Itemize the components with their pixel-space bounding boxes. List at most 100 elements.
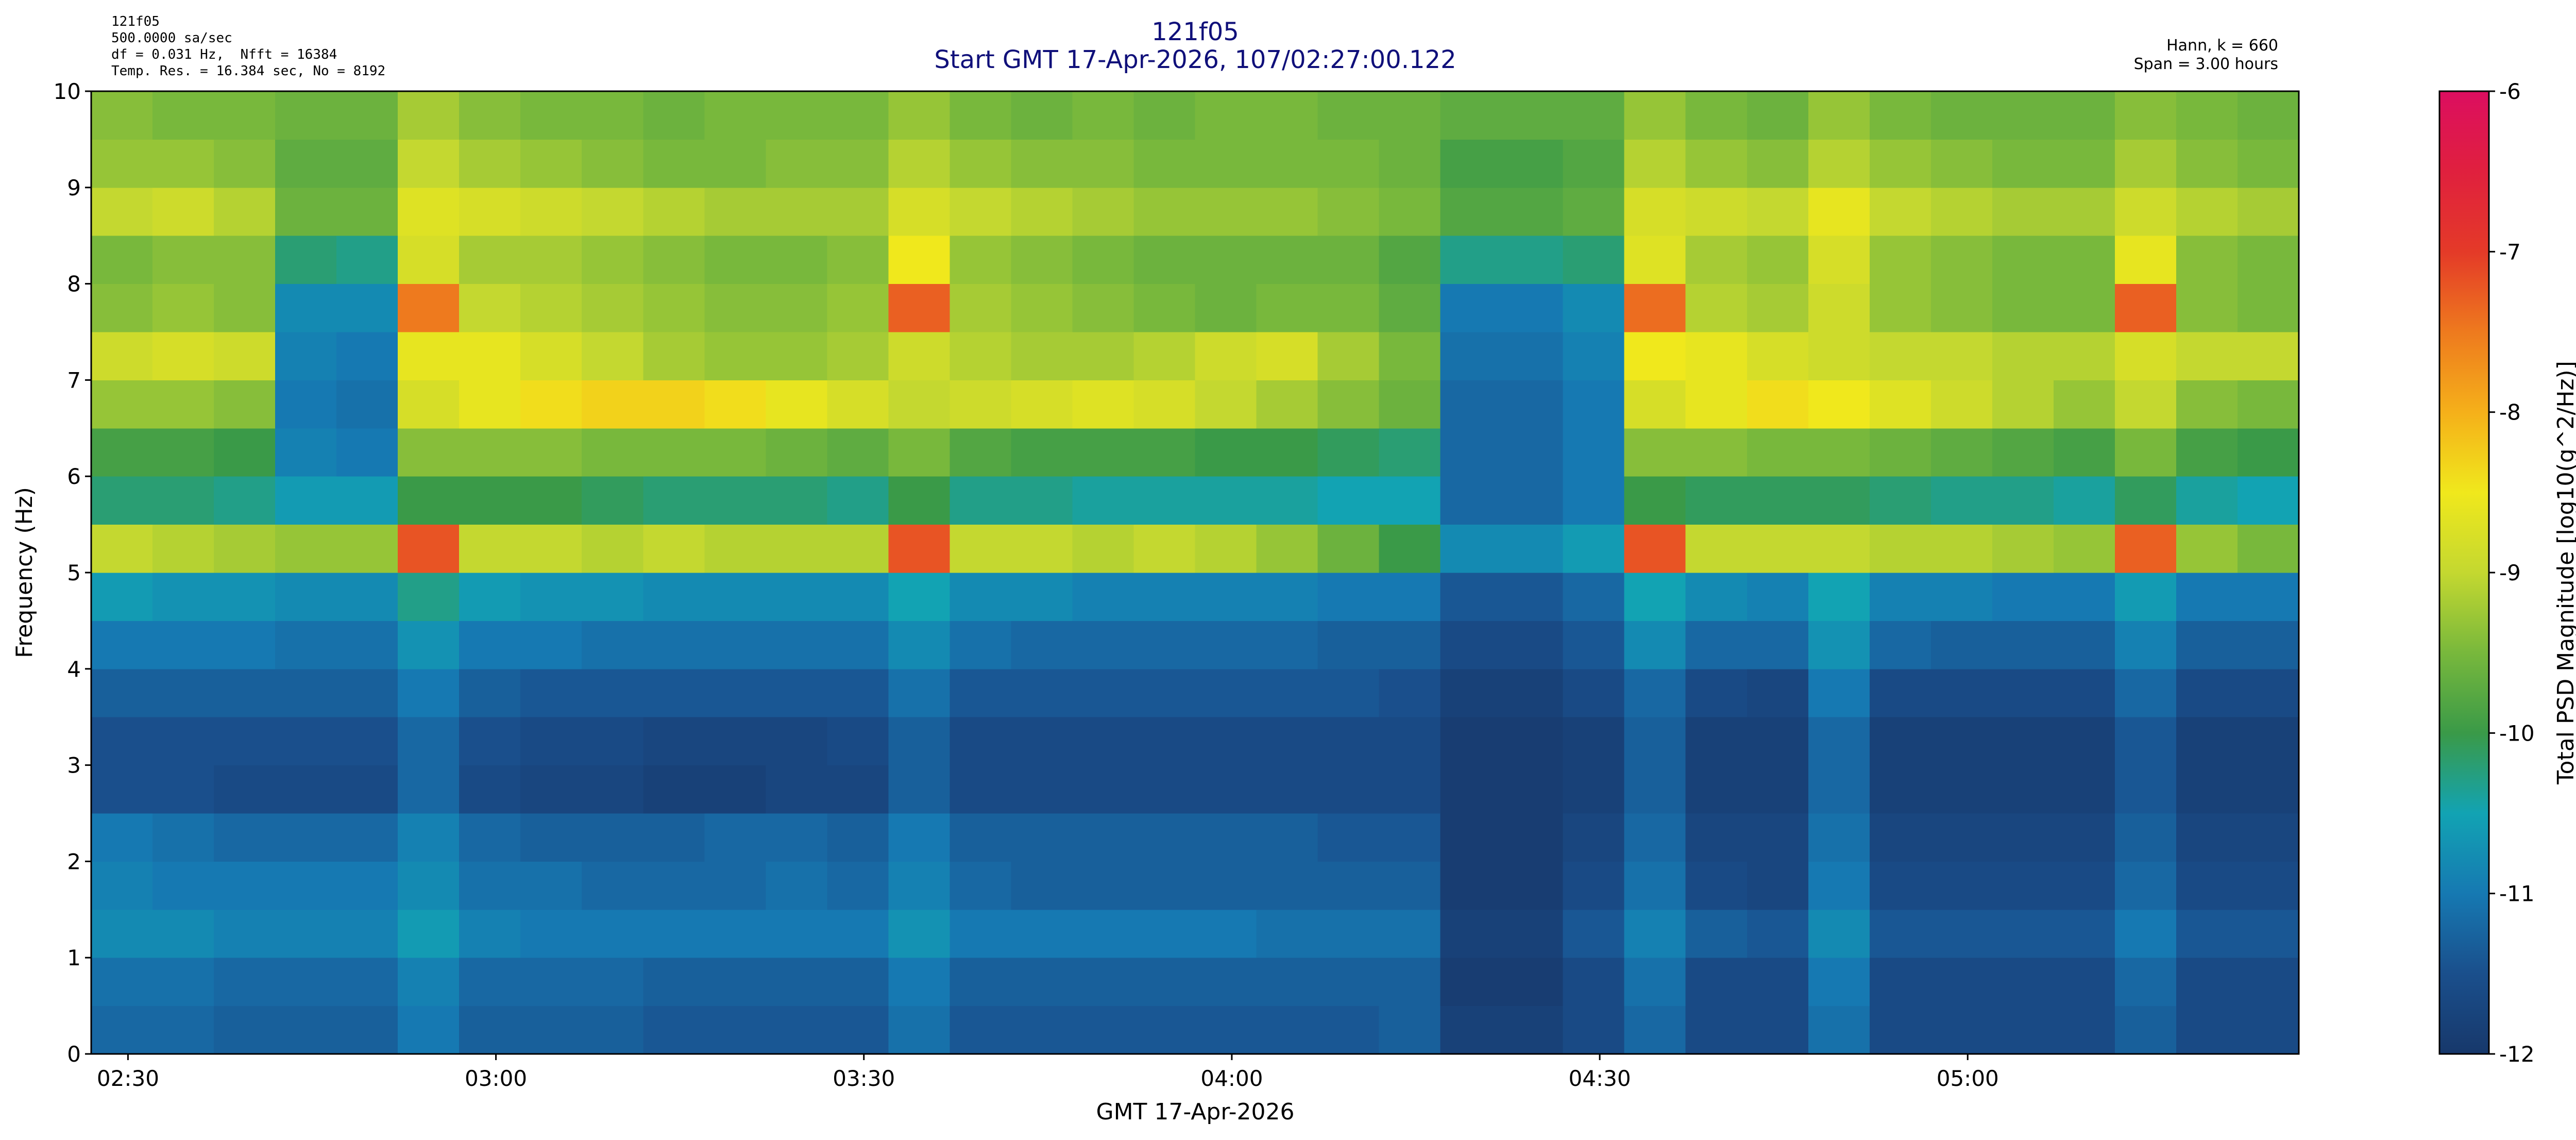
heatmap-cell xyxy=(1011,428,1073,477)
heatmap-cell xyxy=(1563,476,1625,525)
heatmap-cell xyxy=(1869,573,1931,621)
heatmap-cell xyxy=(398,476,460,525)
heatmap-cell xyxy=(1256,332,1318,380)
colorbar-tick-label: -11 xyxy=(2499,881,2535,907)
heatmap-cell xyxy=(1195,283,1257,332)
heatmap-cell xyxy=(766,428,827,477)
heatmap-cell xyxy=(1685,187,1748,236)
heatmap-cell xyxy=(1501,139,1564,188)
heatmap-cell xyxy=(336,573,398,621)
heatmap-cell xyxy=(1563,428,1625,477)
heatmap-cell xyxy=(582,861,643,910)
heatmap-cell xyxy=(2114,861,2177,910)
heatmap-cell xyxy=(275,861,337,910)
heatmap-cell xyxy=(704,765,766,814)
heatmap-cell xyxy=(1869,428,1931,477)
heatmap-cell xyxy=(1195,428,1257,477)
heatmap-cell xyxy=(766,380,827,429)
heatmap-cell xyxy=(827,332,889,380)
heatmap-cell xyxy=(1133,668,1195,717)
heatmap-cell xyxy=(1072,476,1134,525)
heatmap-cell xyxy=(1501,428,1564,477)
heatmap-cell xyxy=(1011,236,1073,284)
heatmap-cell xyxy=(1808,1005,1870,1054)
heatmap-cell xyxy=(1072,621,1134,669)
heatmap-cell xyxy=(214,958,276,1007)
heatmap-cell xyxy=(1685,428,1748,477)
heatmap-cell xyxy=(2114,717,2177,766)
heatmap-cell xyxy=(398,861,460,910)
heatmap-cell xyxy=(888,621,950,669)
heatmap-cell xyxy=(1133,861,1195,910)
heatmap-cell xyxy=(336,813,398,862)
heatmap-cell xyxy=(1195,909,1257,958)
heatmap-cell xyxy=(888,573,950,621)
heatmap-cell xyxy=(459,476,521,525)
heatmap-cell xyxy=(1440,621,1502,669)
heatmap-cell xyxy=(1379,236,1441,284)
heatmap-cell xyxy=(2114,380,2177,429)
heatmap-cell xyxy=(275,1005,337,1054)
heatmap-cell xyxy=(1501,524,1564,573)
heatmap-cell xyxy=(582,236,643,284)
heatmap-cell xyxy=(643,236,705,284)
heatmap-cell xyxy=(152,236,214,284)
heatmap-cell xyxy=(2176,1005,2238,1054)
heatmap-cell xyxy=(766,236,827,284)
heatmap-cell xyxy=(643,91,705,140)
heatmap-cell xyxy=(1747,621,1809,669)
heatmap-cell xyxy=(1563,573,1625,621)
heatmap-cell xyxy=(336,332,398,380)
heatmap-cell xyxy=(1133,139,1195,188)
heatmap-cell xyxy=(950,428,1011,477)
heatmap-cell xyxy=(1379,91,1441,140)
heatmap-cell xyxy=(1869,958,1931,1007)
heatmap-cell xyxy=(766,139,827,188)
heatmap-cell xyxy=(1808,573,1870,621)
heatmap-cell xyxy=(520,283,582,332)
heatmap-cell xyxy=(1440,1005,1502,1054)
heatmap-cell xyxy=(1011,668,1073,717)
heatmap-cell xyxy=(582,813,643,862)
heatmap-cell xyxy=(275,717,337,766)
heatmap-cell xyxy=(2114,909,2177,958)
heatmap-cell xyxy=(766,621,827,669)
heatmap-cell xyxy=(398,668,460,717)
y-tick-label: 9 xyxy=(67,175,81,200)
heatmap-cell xyxy=(704,236,766,284)
heatmap-cell xyxy=(1072,139,1134,188)
heatmap-cell xyxy=(1930,765,1993,814)
heatmap-cell xyxy=(91,428,153,477)
colorbar-tick-label: -7 xyxy=(2499,239,2521,264)
heatmap-cell xyxy=(1501,187,1564,236)
heatmap-cell xyxy=(704,573,766,621)
heatmap-cell xyxy=(91,621,153,669)
heatmap-cell xyxy=(704,813,766,862)
heatmap-cell xyxy=(1685,621,1748,669)
heatmap-cell xyxy=(766,765,827,814)
heatmap-cell xyxy=(2053,236,2115,284)
heatmap-cell xyxy=(1501,236,1564,284)
heatmap-cell xyxy=(950,236,1011,284)
heatmap-cell xyxy=(91,1005,153,1054)
heatmap-cell xyxy=(459,332,521,380)
heatmap-cell xyxy=(91,380,153,429)
heatmap-cell xyxy=(1563,91,1625,140)
heatmap-cell xyxy=(950,1005,1011,1054)
heatmap-cell xyxy=(398,283,460,332)
heatmap-cell xyxy=(2053,668,2115,717)
heatmap-cell xyxy=(704,958,766,1007)
heatmap-cell xyxy=(152,573,214,621)
heatmap-cell xyxy=(275,813,337,862)
heatmap-cell xyxy=(1808,91,1870,140)
heatmap-cell xyxy=(582,621,643,669)
heatmap-cell xyxy=(1563,765,1625,814)
heatmap-cell xyxy=(2114,813,2177,862)
colorbar-tick-label: -8 xyxy=(2499,400,2521,425)
heatmap-cell xyxy=(1808,187,1870,236)
heatmap-cell xyxy=(152,524,214,573)
heatmap-cell xyxy=(2237,380,2299,429)
heatmap-cell xyxy=(336,236,398,284)
heatmap-cell xyxy=(643,380,705,429)
heatmap-cell xyxy=(1624,621,1686,669)
